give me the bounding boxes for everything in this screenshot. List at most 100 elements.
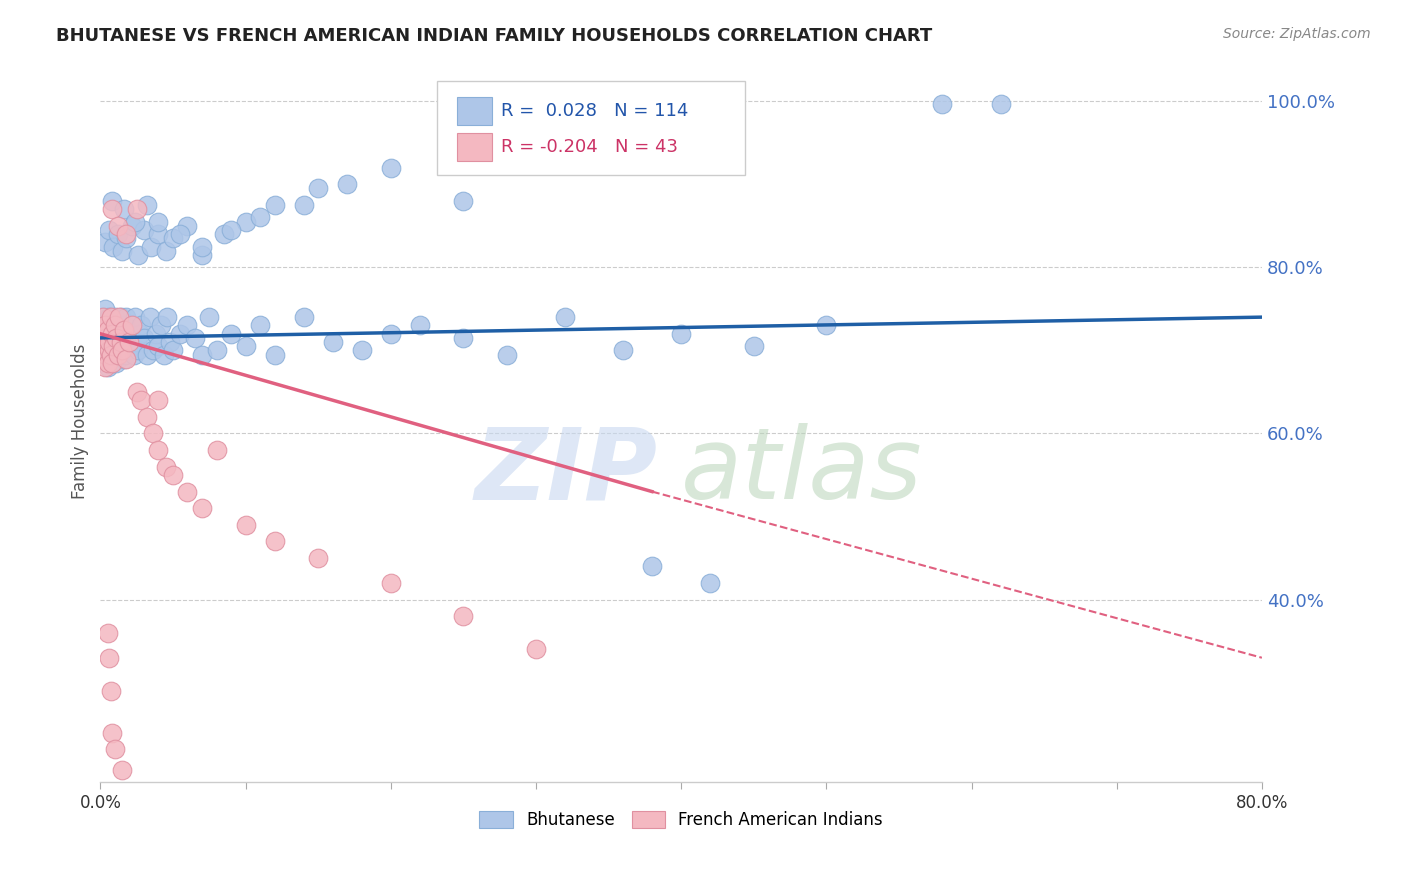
Point: [148, 443, 170, 458]
Y-axis label: Family Households: Family Households: [72, 343, 89, 499]
Point: [104, 742, 127, 756]
Point: [93, 359, 115, 374]
Point: [322, 334, 344, 349]
Point: [162, 231, 184, 245]
Point: [97, 318, 120, 333]
Point: [263, 347, 285, 361]
Point: [141, 239, 163, 253]
Point: [110, 334, 132, 349]
Point: [125, 384, 148, 399]
Point: [101, 725, 124, 739]
Point: [219, 326, 242, 341]
Point: [115, 331, 138, 345]
Point: [100, 310, 122, 325]
Point: [176, 318, 198, 333]
Point: [336, 178, 359, 192]
Point: [155, 459, 177, 474]
Point: [554, 310, 576, 325]
Point: [380, 326, 402, 341]
Point: [110, 310, 132, 325]
Point: [135, 198, 157, 212]
Point: [132, 223, 155, 237]
Point: [155, 244, 177, 258]
Text: R =  0.028   N = 114: R = 0.028 N = 114: [501, 102, 689, 120]
Point: [91, 334, 114, 349]
Point: [699, 576, 721, 591]
Point: [111, 322, 134, 336]
Point: [138, 310, 160, 325]
Point: [114, 318, 136, 333]
FancyBboxPatch shape: [457, 97, 492, 125]
Point: [115, 310, 138, 325]
Point: [103, 339, 125, 353]
Point: [101, 356, 124, 370]
Point: [183, 331, 205, 345]
Point: [742, 339, 765, 353]
Point: [235, 517, 257, 532]
Point: [169, 227, 191, 241]
Point: [93, 318, 115, 333]
Point: [453, 194, 475, 208]
Text: atlas: atlas: [681, 423, 922, 520]
Point: [815, 318, 838, 333]
Point: [235, 214, 257, 228]
Point: [169, 326, 191, 341]
Point: [98, 310, 121, 325]
Point: [124, 310, 146, 325]
Point: [129, 318, 152, 333]
Point: [669, 326, 692, 341]
Point: [112, 322, 135, 336]
Point: [127, 248, 149, 262]
Point: [98, 223, 121, 237]
Point: [108, 310, 131, 325]
Point: [118, 334, 141, 349]
Point: [114, 347, 136, 361]
Point: [100, 339, 122, 353]
Point: [118, 326, 141, 341]
Point: [135, 347, 157, 361]
Point: [121, 318, 143, 333]
Point: [122, 347, 145, 361]
Text: ZIP: ZIP: [475, 423, 658, 520]
Point: [135, 409, 157, 424]
Point: [104, 318, 127, 333]
Point: [162, 467, 184, 482]
Point: [91, 310, 114, 325]
Point: [409, 318, 432, 333]
Point: [90, 326, 112, 341]
Point: [97, 356, 120, 370]
Point: [111, 244, 134, 258]
Point: [93, 235, 115, 250]
Point: [121, 318, 143, 333]
Point: [307, 551, 329, 566]
Point: [97, 359, 120, 374]
Point: [148, 339, 170, 353]
Point: [249, 211, 271, 225]
Point: [96, 326, 118, 341]
Point: [990, 97, 1012, 112]
Point: [103, 239, 125, 253]
Point: [91, 310, 114, 325]
Point: [132, 331, 155, 345]
Point: [100, 684, 122, 698]
Point: [641, 559, 664, 574]
Point: [249, 318, 271, 333]
Point: [107, 227, 129, 241]
Point: [105, 331, 128, 345]
Point: [191, 501, 214, 516]
FancyBboxPatch shape: [457, 133, 492, 161]
Point: [307, 181, 329, 195]
Point: [121, 219, 143, 233]
Point: [263, 534, 285, 549]
Point: [115, 351, 138, 366]
Point: [205, 343, 228, 358]
Point: [191, 239, 214, 253]
Point: [105, 326, 128, 341]
Point: [112, 334, 135, 349]
Point: [148, 227, 170, 241]
Point: [107, 339, 129, 353]
Point: [524, 642, 547, 657]
Point: [103, 334, 125, 349]
Point: [453, 609, 475, 624]
Point: [235, 339, 257, 353]
